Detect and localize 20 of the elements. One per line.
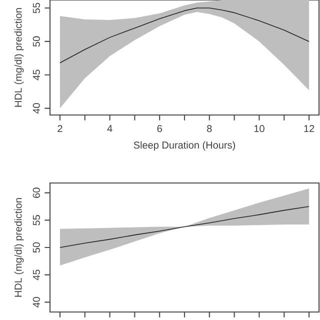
x-tick-label: 4 (107, 125, 112, 132)
x-tick-label: 8 (207, 125, 212, 132)
y-axis-title: HDL (mg/dl) prediction (14, 8, 24, 107)
y-tick-label: 40 (32, 103, 40, 114)
x-tick-label: 12 (304, 125, 314, 132)
y-tick-label: 45 (32, 70, 40, 80)
x-tick-label: 6 (157, 125, 162, 132)
y-tick-label: 55 (32, 215, 40, 226)
y-tick-label: 45 (32, 270, 40, 280)
line-series (60, 206, 310, 248)
y-tick-label: 60 (32, 188, 40, 198)
y-tick-label: 55 (32, 2, 40, 14)
y-tick-label: 50 (32, 242, 40, 253)
line-series (60, 8, 310, 64)
y-axis-title: HDL (mg/dl) prediction (14, 198, 24, 297)
x-tick-label: 2 (58, 125, 62, 132)
y-tick-label: 40 (32, 297, 40, 308)
x-axis-title: Sleep Duration (Hours) (134, 141, 235, 151)
x-tick-label: 10 (254, 125, 264, 132)
y-tick-label: 50 (32, 36, 40, 47)
